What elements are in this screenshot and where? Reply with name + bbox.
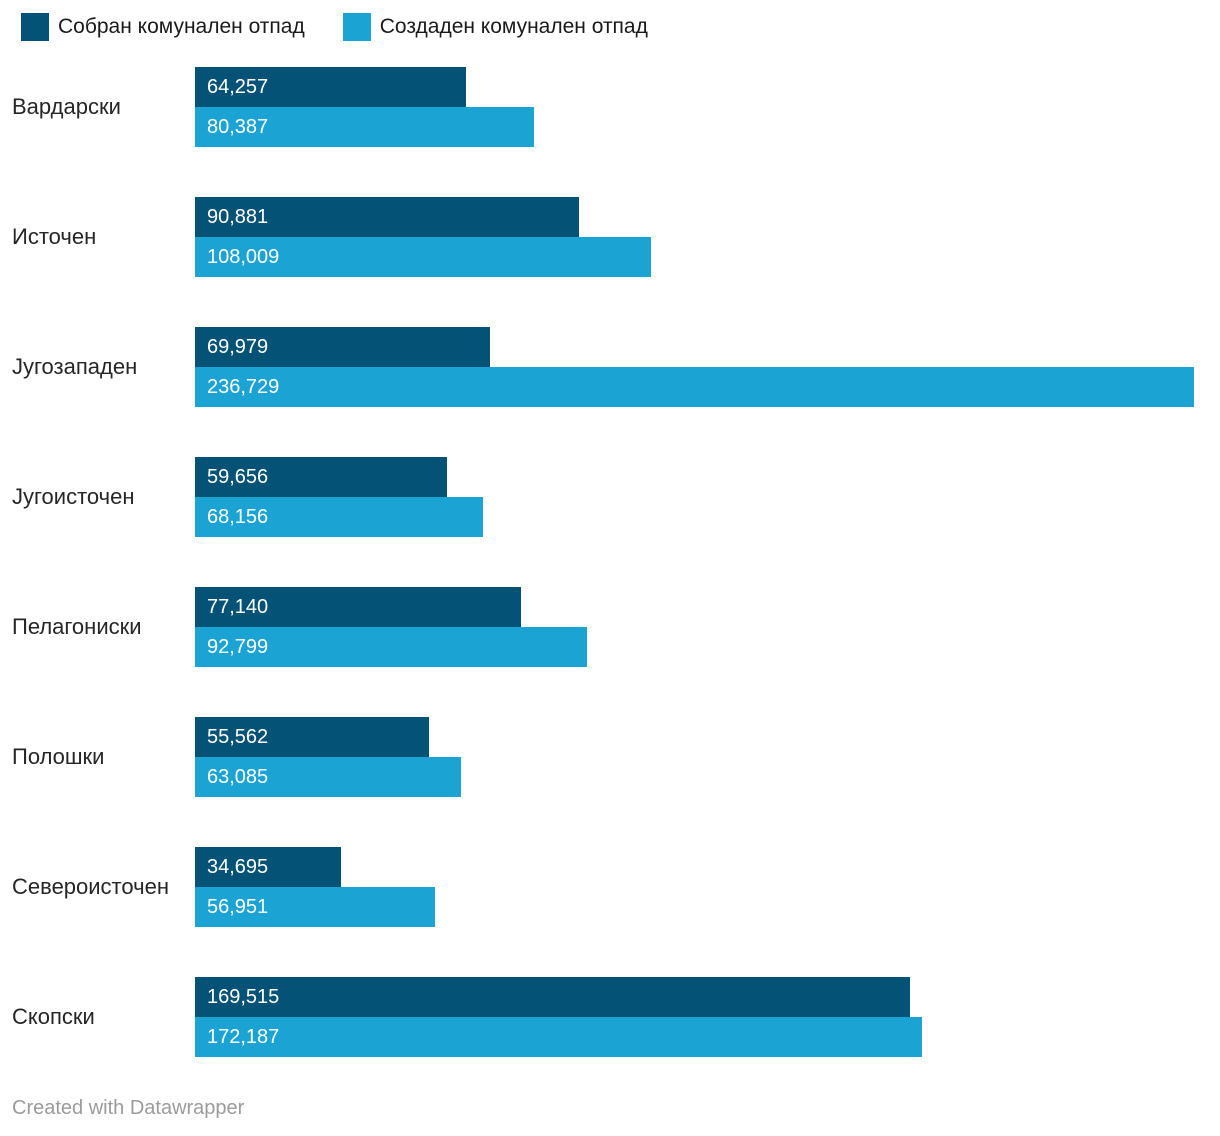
generated-bar-value-label: 172,187 bbox=[207, 1025, 280, 1048]
category-label: Полошки bbox=[12, 744, 105, 769]
bar-group: 69,979 236,729 bbox=[195, 327, 1220, 407]
generated-bar-value-label: 108,009 bbox=[207, 245, 280, 268]
category-label: Источен bbox=[12, 224, 97, 249]
bar-group: 34,695 56,951 bbox=[195, 847, 1220, 927]
bar-group: 64,257 80,387 bbox=[195, 67, 1220, 147]
category-label: Југозападен bbox=[12, 354, 138, 379]
chart-row: Југоисточен 59,656 68,156 bbox=[0, 457, 1220, 537]
collected-bar: 34,695 bbox=[195, 847, 341, 887]
generated-bar-value-label: 80,387 bbox=[207, 115, 269, 138]
generated-bar: 236,729 bbox=[195, 367, 1194, 407]
bar-group: 90,881 108,009 bbox=[195, 197, 1220, 277]
bar-group: 55,562 63,085 bbox=[195, 717, 1220, 797]
chart-row: Полошки 55,562 63,085 bbox=[0, 717, 1220, 797]
legend-label-collected: Собран комунален отпад bbox=[58, 15, 305, 38]
chart-row: Пелагониски 77,140 92,799 bbox=[0, 587, 1220, 667]
category-label: Југоисточен bbox=[12, 484, 135, 509]
legend-swatch-collected-icon bbox=[21, 13, 49, 41]
generated-bar: 172,187 bbox=[195, 1017, 922, 1057]
collected-bar: 77,140 bbox=[195, 587, 521, 627]
collected-bar: 69,979 bbox=[195, 327, 490, 367]
generated-bar: 92,799 bbox=[195, 627, 587, 667]
category-label: Скопски bbox=[12, 1004, 95, 1029]
datawrapper-credit-link[interactable]: Created with Datawrapper bbox=[12, 1097, 245, 1119]
chart-row: Источен 90,881 108,009 bbox=[0, 197, 1220, 277]
legend-item-generated: Создаден комунален отпад bbox=[342, 13, 648, 41]
legend: Собран комунален отпад Создаден комунале… bbox=[21, 13, 1220, 41]
chart-row: Североисточен 34,695 56,951 bbox=[0, 847, 1220, 927]
generated-bar: 108,009 bbox=[195, 237, 651, 277]
category-label: Североисточен bbox=[12, 874, 169, 899]
chart-row: Вардарски 64,257 80,387 bbox=[0, 67, 1220, 147]
chart-row: Скопски 169,515 172,187 bbox=[0, 977, 1220, 1057]
generated-bar-value-label: 92,799 bbox=[207, 635, 269, 658]
bar-group: 59,656 68,156 bbox=[195, 457, 1220, 537]
generated-bar: 68,156 bbox=[195, 497, 483, 537]
generated-bar-value-label: 68,156 bbox=[207, 505, 269, 528]
collected-bar-value-label: 59,656 bbox=[207, 465, 269, 488]
bar-chart: Вардарски 64,257 80,387 Источен 90,881 1… bbox=[0, 67, 1220, 1057]
collected-bar: 55,562 bbox=[195, 717, 429, 757]
category-label: Пелагониски bbox=[12, 614, 142, 639]
collected-bar: 64,257 bbox=[195, 67, 466, 107]
collected-bar: 59,656 bbox=[195, 457, 447, 497]
legend-swatch-generated-icon bbox=[342, 13, 371, 41]
generated-bar-value-label: 56,951 bbox=[207, 895, 269, 918]
collected-bar-value-label: 69,979 bbox=[207, 335, 269, 358]
category-label: Вардарски bbox=[12, 94, 121, 119]
generated-bar: 80,387 bbox=[195, 107, 534, 147]
collected-bar: 90,881 bbox=[195, 197, 579, 237]
legend-label-generated: Создаден комунален отпад bbox=[379, 15, 648, 38]
collected-bar-value-label: 90,881 bbox=[207, 205, 269, 228]
generated-bar-value-label: 236,729 bbox=[207, 375, 280, 398]
bar-group: 77,140 92,799 bbox=[195, 587, 1220, 667]
collected-bar-value-label: 34,695 bbox=[207, 855, 269, 878]
collected-bar-value-label: 169,515 bbox=[207, 985, 280, 1008]
collected-bar-value-label: 64,257 bbox=[207, 75, 269, 98]
collected-bar: 169,515 bbox=[195, 977, 910, 1017]
collected-bar-value-label: 55,562 bbox=[207, 725, 269, 748]
bar-group: 169,515 172,187 bbox=[195, 977, 1220, 1057]
generated-bar: 63,085 bbox=[195, 757, 461, 797]
chart-footer: Created with Datawrapper bbox=[12, 1097, 1220, 1120]
collected-bar-value-label: 77,140 bbox=[207, 595, 269, 618]
generated-bar: 56,951 bbox=[195, 887, 435, 927]
legend-item-collected: Собран комунален отпад bbox=[21, 13, 305, 41]
chart-row: Југозападен 69,979 236,729 bbox=[0, 327, 1220, 407]
generated-bar-value-label: 63,085 bbox=[207, 765, 269, 788]
